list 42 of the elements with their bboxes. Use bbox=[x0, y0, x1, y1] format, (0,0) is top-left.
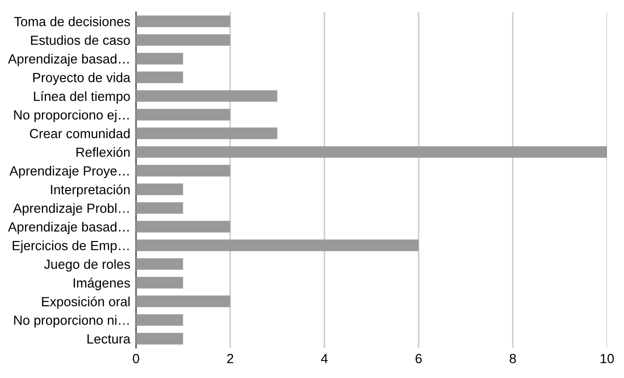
x-tick-label: 0 bbox=[132, 354, 140, 364]
bar bbox=[136, 164, 230, 176]
y-tick-label: Lectura bbox=[88, 334, 130, 344]
bar bbox=[136, 276, 184, 288]
bar bbox=[136, 72, 184, 84]
y-tick-label: Aprendizaje basad… bbox=[8, 222, 129, 234]
y-tick-label: Proyecto de vida bbox=[33, 72, 130, 85]
y-tick-label: Aprendizaje Proye… bbox=[9, 166, 129, 178]
x-tick-label: 2 bbox=[227, 354, 234, 364]
bar bbox=[136, 332, 184, 344]
bar bbox=[136, 146, 607, 158]
y-tick-label: Ejercicios de Emp… bbox=[12, 240, 129, 253]
y-tick-label: Imágenes bbox=[74, 278, 130, 290]
bar bbox=[136, 34, 230, 46]
bar bbox=[136, 184, 184, 196]
x-tick-label: 6 bbox=[416, 354, 422, 364]
y-tick-label: Exposición oral bbox=[42, 296, 130, 309]
bar bbox=[136, 296, 230, 308]
bar bbox=[136, 258, 184, 270]
y-tick-label: Reflexión bbox=[76, 147, 130, 157]
y-tick-label: Estudios de caso bbox=[31, 35, 130, 45]
bar bbox=[136, 16, 230, 28]
y-tick-label: No proporciono ej… bbox=[14, 110, 129, 122]
bar bbox=[136, 128, 278, 140]
bar bbox=[136, 240, 419, 252]
y-tick-label: Juego de roles bbox=[44, 259, 130, 272]
bar bbox=[136, 108, 230, 120]
x-tick-label: 10 bbox=[600, 354, 614, 364]
y-tick-label: Aprendizaje Probl… bbox=[13, 203, 129, 216]
y-tick-label: Crear comunidad bbox=[30, 128, 130, 138]
y-tick-label: Interpretación bbox=[50, 184, 130, 197]
y-tick-label: Aprendizaje basad… bbox=[8, 54, 129, 66]
bar bbox=[136, 314, 184, 326]
y-tick-label: Toma de decisiones bbox=[14, 16, 130, 26]
y-tick-label: No proporciono ni… bbox=[14, 315, 129, 328]
bar bbox=[136, 202, 184, 214]
x-tick-label: 4 bbox=[321, 354, 328, 364]
bar bbox=[136, 90, 278, 102]
y-tick-label: Línea del tiempo bbox=[34, 91, 130, 104]
bar bbox=[136, 220, 230, 232]
x-tick-label: 8 bbox=[510, 354, 516, 364]
bar bbox=[136, 52, 184, 64]
